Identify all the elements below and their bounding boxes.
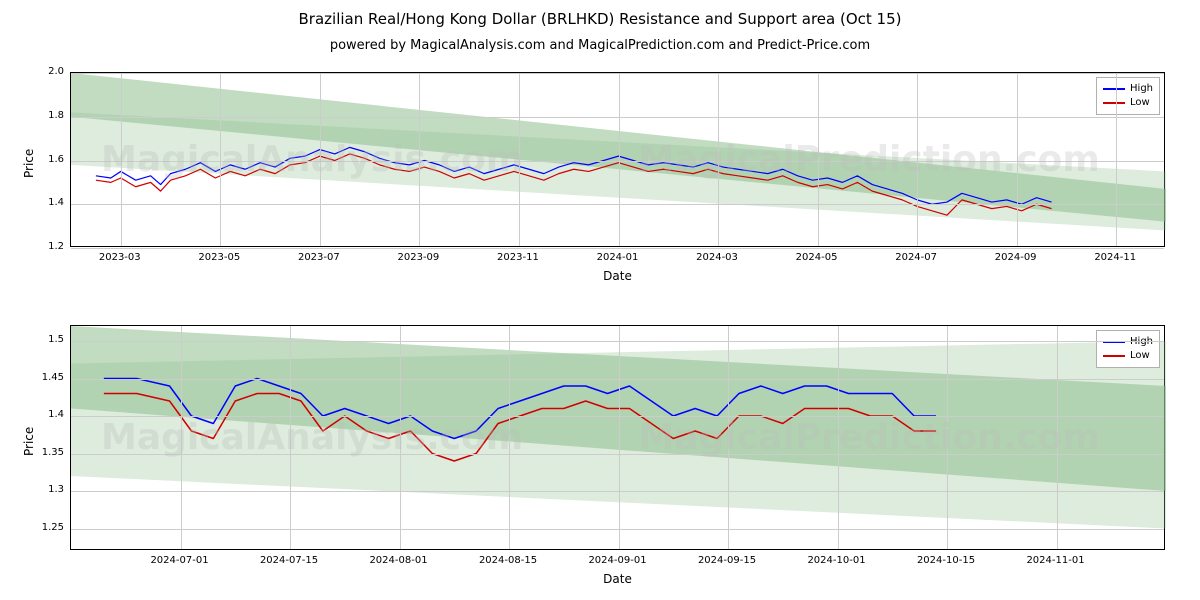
y-tick-label: 1.45: [28, 372, 64, 383]
x-tick-label: 2024-11-01: [1016, 555, 1096, 566]
x-tick-label: 2023-09: [378, 252, 458, 263]
x-tick-label: 2024-08-01: [359, 555, 439, 566]
chart-panel-bottom: High Low MagicalAnalysis.comMagicalPredi…: [70, 325, 1165, 550]
x-tick-label: 2024-10-15: [906, 555, 986, 566]
y-tick-label: 1.2: [28, 241, 64, 252]
legend-item-low: Low: [1103, 96, 1153, 110]
page: Brazilian Real/Hong Kong Dollar (BRLHKD)…: [0, 0, 1200, 600]
legend-label-low: Low: [1130, 96, 1150, 110]
x-tick-label: 2024-03: [677, 252, 757, 263]
legend-swatch-low: [1103, 102, 1125, 104]
x-tick-label: 2024-09-15: [687, 555, 767, 566]
y-tick-label: 1.6: [28, 154, 64, 165]
legend-swatch-low: [1103, 355, 1125, 357]
x-tick-label: 2024-09: [976, 252, 1056, 263]
legend-label-high: High: [1130, 82, 1153, 96]
y-tick-label: 1.25: [28, 522, 64, 533]
legend-bottom: High Low: [1096, 330, 1160, 368]
x-tick-label: 2024-07: [876, 252, 956, 263]
x-tick-label: 2024-11: [1075, 252, 1155, 263]
x-tick-label: 2024-07-15: [249, 555, 329, 566]
x-tick-label: 2024-07-01: [140, 555, 220, 566]
y-tick-label: 1.4: [28, 197, 64, 208]
legend-item-high: High: [1103, 82, 1153, 96]
legend-top: High Low: [1096, 77, 1160, 115]
legend-item-low: Low: [1103, 349, 1153, 363]
x-axis-label-top: Date: [70, 269, 1165, 283]
x-tick-label: 2024-05: [777, 252, 857, 263]
y-tick-label: 1.35: [28, 447, 64, 458]
x-axis-label-bottom: Date: [70, 572, 1165, 586]
x-tick-label: 2024-08-15: [468, 555, 548, 566]
x-tick-label: 2024-10-01: [797, 555, 877, 566]
x-tick-label: 2023-11: [478, 252, 558, 263]
y-tick-label: 1.5: [28, 334, 64, 345]
legend-label-low: Low: [1130, 349, 1150, 363]
chart-subtitle: powered by MagicalAnalysis.com and Magic…: [0, 38, 1200, 53]
x-tick-label: 2024-01: [578, 252, 658, 263]
y-tick-label: 1.8: [28, 110, 64, 121]
chart-title: Brazilian Real/Hong Kong Dollar (BRLHKD)…: [0, 10, 1200, 28]
x-tick-label: 2023-03: [80, 252, 160, 263]
chart-panel-top: High Low MagicalAnalysis.comMagicalPredi…: [70, 72, 1165, 247]
x-tick-label: 2023-07: [279, 252, 359, 263]
legend-item-high: High: [1103, 335, 1153, 349]
legend-swatch-high: [1103, 88, 1125, 90]
legend-label-high: High: [1130, 335, 1153, 349]
x-tick-label: 2024-09-01: [578, 555, 658, 566]
y-tick-label: 1.3: [28, 484, 64, 495]
y-tick-label: 2.0: [28, 66, 64, 77]
x-tick-label: 2023-05: [179, 252, 259, 263]
y-tick-label: 1.4: [28, 409, 64, 420]
